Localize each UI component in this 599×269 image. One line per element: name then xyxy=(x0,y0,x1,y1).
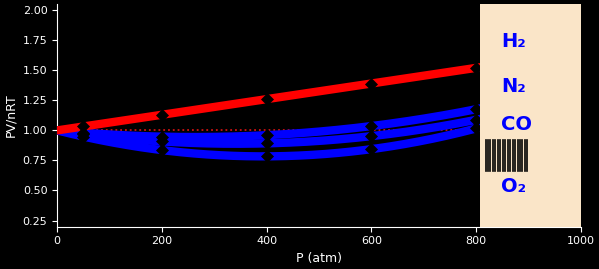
Text: CO: CO xyxy=(501,115,533,134)
Text: O₂: O₂ xyxy=(501,177,527,196)
Text: H₂: H₂ xyxy=(501,33,526,51)
Text: N₂: N₂ xyxy=(501,77,526,96)
Y-axis label: PV/nRT: PV/nRT xyxy=(4,94,17,137)
FancyBboxPatch shape xyxy=(480,4,581,226)
X-axis label: P (atm): P (atm) xyxy=(296,252,342,265)
